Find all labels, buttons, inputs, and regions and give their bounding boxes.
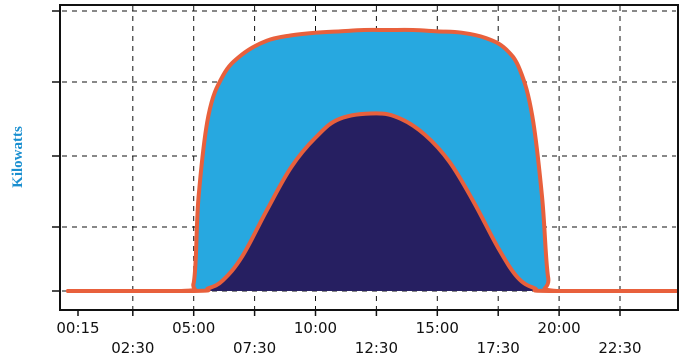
x-tick-label: 17:30 bbox=[477, 339, 520, 357]
x-tick-label: 02:30 bbox=[111, 339, 154, 357]
series-outer-line bbox=[66, 27, 678, 293]
x-tick-label: 05:00 bbox=[172, 319, 215, 337]
x-tick-label: 22:30 bbox=[598, 339, 641, 357]
series-layer bbox=[66, 27, 678, 294]
plot-frame bbox=[59, 4, 679, 311]
x-tick-label: 20:00 bbox=[537, 319, 580, 337]
y-axis-label: Kilowatts bbox=[10, 126, 26, 188]
y-ticks bbox=[52, 10, 60, 292]
x-tick-label: 10:00 bbox=[294, 319, 337, 337]
x-tick-label: 00:15 bbox=[56, 319, 99, 337]
x-tick-label: 07:30 bbox=[233, 339, 276, 357]
series-inner-line bbox=[66, 111, 678, 294]
series-inner-area bbox=[68, 113, 676, 291]
x-ticks: 00:15 02:30 05:00 07:30 10:00 12:30 15:00 17:30… bbox=[56, 310, 642, 357]
x-tick-label: 12:30 bbox=[355, 339, 398, 357]
x-tick-label: 15:00 bbox=[416, 319, 459, 337]
